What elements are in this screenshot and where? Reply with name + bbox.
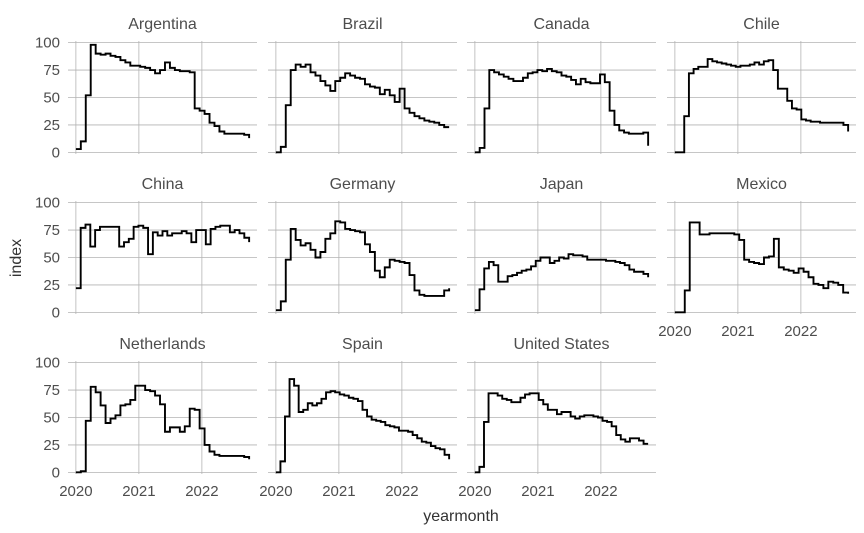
series-line-netherlands [75,384,251,474]
facet-panel-chile: Chile [667,16,856,154]
series-line-argentina [75,43,251,151]
x-tick-label: 2021 [521,483,554,500]
x-tick-label: 2021 [721,323,754,340]
facet-panel-spain: Spain 2020 2021 2022 [259,336,457,500]
series-line-japan [474,253,650,312]
facet-title: Mexico [736,176,787,193]
facet-title: United States [513,336,609,353]
facet-title: Chile [743,16,780,33]
facet-panel-argentina: Argentina 0 25 50 75 100 [35,16,257,161]
facet-title: Germany [330,176,396,193]
facet-title: Canada [533,16,589,33]
chart-panels: Argentina 0 25 50 75 100 Brazil Canada Chile Chin… [35,16,856,500]
y-tick-label: 100 [35,195,60,212]
y-tick-label: 100 [35,355,60,372]
facet-panel-germany: Germany [268,176,457,314]
x-tick-label: 2020 [658,323,691,340]
series-line-united-states [474,392,649,474]
facet-title: Brazil [342,16,382,33]
facet-panel-china: China 0 25 50 75 100 [35,176,257,321]
y-tick-label: 0 [52,464,60,481]
y-tick-label: 50 [43,410,60,427]
y-tick-label: 25 [43,117,60,134]
facet-panel-japan: Japan [467,176,656,314]
facet-title: Japan [540,176,584,193]
x-axis-title: yearmonth [423,508,499,525]
series-line-china [75,223,251,290]
y-tick-label: 75 [43,222,60,239]
facet-panel-brazil: Brazil [268,16,457,154]
x-tick-label: 2021 [122,483,155,500]
series-line-chile [674,58,850,154]
x-tick-label: 2020 [259,483,292,500]
y-tick-label: 25 [43,437,60,454]
y-tick-label: 0 [52,144,60,161]
series-line-spain [275,378,451,474]
facet-title: Netherlands [119,336,205,353]
y-tick-label: 75 [43,382,60,399]
facet-panel-netherlands: Netherlands 0 25 50 75 100 2020 2021 2022 [35,336,257,500]
series-line-brazil [275,63,450,154]
facet-panel-canada: Canada [467,16,656,154]
facet-panel-united-states: United States 2020 2021 2022 [458,336,656,500]
x-tick-label: 2022 [784,323,817,340]
facet-title: Spain [342,336,383,353]
x-tick-label: 2022 [584,483,617,500]
series-line-germany [275,220,451,312]
x-tick-label: 2021 [322,483,355,500]
y-tick-label: 100 [35,35,60,52]
y-tick-label: 0 [52,304,60,321]
x-tick-label: 2020 [59,483,92,500]
facet-panel-mexico: Mexico 2020 2021 2022 [658,176,856,340]
y-axis-title: index [8,239,25,277]
facet-title: Argentina [128,16,197,33]
x-tick-label: 2020 [458,483,491,500]
y-tick-label: 50 [43,250,60,267]
series-line-mexico [674,221,850,314]
series-line-canada [474,68,650,154]
x-tick-label: 2022 [185,483,218,500]
y-tick-label: 75 [43,62,60,79]
x-tick-label: 2022 [385,483,418,500]
y-tick-label: 25 [43,277,60,294]
y-tick-label: 50 [43,90,60,107]
facet-title: China [142,176,184,193]
